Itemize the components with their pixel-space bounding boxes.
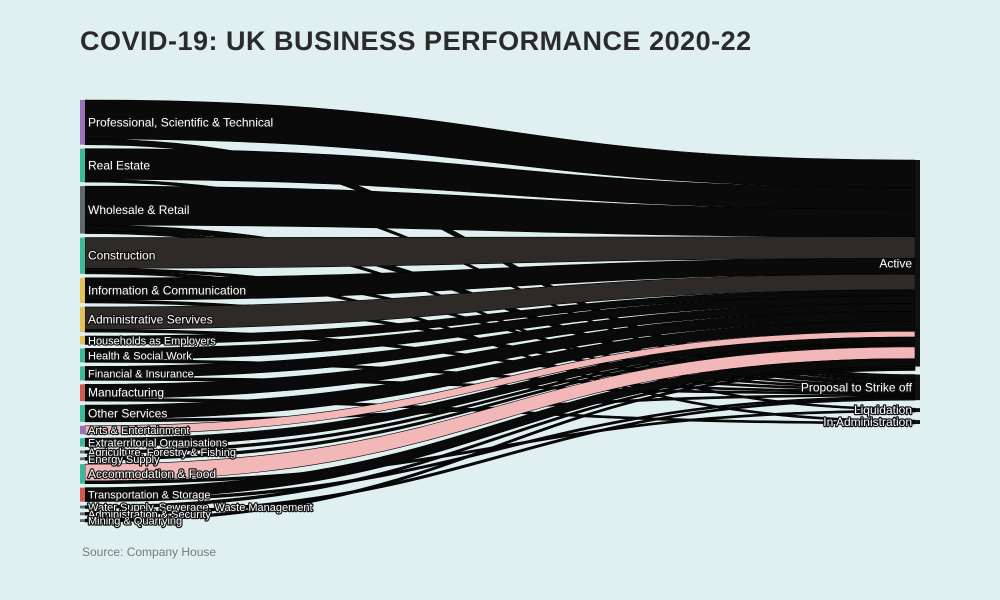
node-label-active: Active (879, 256, 912, 270)
node-wholesale-retail (80, 186, 85, 234)
node-label-accommodation-food: Accommodation & Food (88, 467, 216, 481)
node-households-as-employers (80, 336, 85, 345)
node-extraterritorial-organisations (80, 438, 85, 447)
node-financial-insurance (80, 366, 85, 381)
node-agriculture-forestry-fishing (80, 450, 85, 454)
node-label-extraterritorial-organisations: Extraterritorial Organisations (88, 437, 228, 449)
sankey-labels: Professional, Scientific & Technical Real… (87, 114, 914, 529)
node-liquidation (915, 408, 920, 413)
node-label-energy-supply: Energy Supply (88, 454, 160, 466)
link-mining-quarrying-to-active (84, 368, 916, 523)
node-administration-security (80, 512, 85, 516)
node-label-professional-scientific-technical: Professional, Scientific & Technical (88, 115, 273, 129)
node-active (915, 160, 920, 367)
node-manufacturing (80, 384, 85, 402)
node-label-in-administration: In Administration (823, 415, 912, 429)
node-accommodation-food (80, 464, 85, 484)
node-label-proposal-to-strike-off: Proposal to Strike off (801, 380, 913, 394)
node-label-administration-security: Administration & Security (88, 509, 211, 521)
node-information-communication (80, 277, 85, 303)
node-label-water-supply-sewerage-waste-management: Water Supply, Sewerage, Waste Management (88, 502, 313, 514)
node-in-administration (915, 420, 920, 424)
node-mining-quarrying (80, 519, 85, 522)
node-administrative-servives (80, 306, 85, 333)
node-label-financial-insurance: Financial & Insurance (88, 368, 194, 380)
node-label-transportation-storage: Transportation & Storage (88, 490, 211, 502)
node-water-supply-sewerage-waste-management (80, 505, 85, 509)
node-label-real-estate: Real Estate (88, 158, 150, 172)
node-label-construction: Construction (88, 249, 155, 263)
sankey-nodes (80, 100, 920, 522)
node-label-households-as-employers: Households as Employers (88, 335, 216, 347)
node-label-information-communication: Information & Communication (88, 283, 246, 297)
node-label-health-social-work: Health & Social Work (88, 350, 192, 362)
sankey-links (84, 99, 916, 523)
node-label-manufacturing: Manufacturing (88, 386, 164, 400)
source-note: Source: Company House (82, 545, 217, 559)
node-construction (80, 237, 85, 274)
node-transportation-storage (80, 487, 85, 502)
node-real-estate (80, 148, 85, 183)
node-label-liquidation: Liquidation (854, 403, 912, 417)
node-energy-supply (80, 457, 85, 461)
node-label-agriculture-forestry-fishing: Agriculture, Forestry & Fishing (88, 447, 236, 459)
node-label-wholesale-retail: Wholesale & Retail (88, 203, 189, 217)
node-label-arts-entertainment: Arts & Entertainment (88, 425, 190, 437)
node-label-administrative-servives: Administrative Servives (88, 313, 213, 327)
node-label-other-services: Other Services (88, 406, 167, 420)
node-health-social-work (80, 348, 85, 363)
node-arts-entertainment (80, 425, 85, 435)
node-label-mining-quarrying: Mining & Quarrying (88, 516, 182, 528)
page-title: COVID-19: UK BUSINESS PERFORMANCE 2020-2… (80, 26, 752, 56)
node-professional-scientific-technical (80, 100, 85, 145)
node-other-services (80, 405, 85, 422)
node-proposal-to-strike-off (915, 374, 920, 401)
